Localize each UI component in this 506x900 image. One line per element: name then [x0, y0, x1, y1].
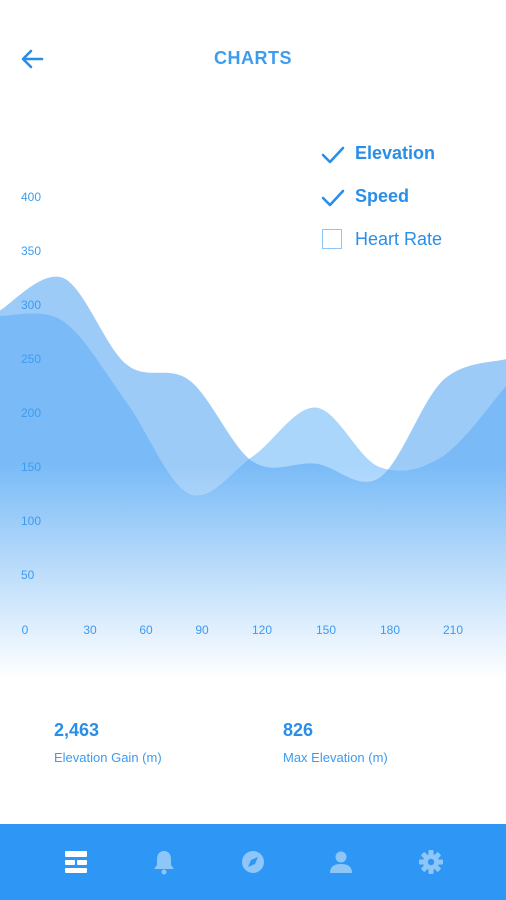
check-icon [321, 146, 345, 164]
user-icon [330, 851, 352, 873]
x-tick-label: 150 [316, 623, 336, 637]
stats-row: 2,463 Elevation Gain (m) 826 Max Elevati… [0, 720, 506, 780]
x-tick-label: 210 [443, 623, 463, 637]
stat-value: 826 [283, 720, 314, 740]
tab-dashboard[interactable] [62, 848, 90, 876]
legend-label: Speed [355, 186, 410, 206]
y-tick-label: 150 [21, 460, 41, 474]
tab-notifications[interactable] [150, 848, 178, 876]
y-tick-label: 400 [21, 190, 41, 204]
tab-explore[interactable] [239, 848, 267, 876]
gear-icon [419, 850, 443, 874]
elevation-speed-chart: 050100150200250300350400 030609012015018… [0, 118, 506, 678]
x-tick-label: 180 [380, 623, 400, 637]
x-tick-label: 30 [83, 623, 97, 637]
legend-item-heart-rate[interactable]: Heart Rate [320, 224, 500, 267]
x-tick-label: 60 [139, 623, 153, 637]
stat-label: Max Elevation (m) [283, 750, 388, 765]
chart-fade [0, 118, 506, 678]
y-tick-label: 300 [21, 298, 41, 312]
x-tick-label: 0 [22, 623, 29, 637]
checkbox-empty[interactable] [322, 229, 342, 249]
y-tick-label: 350 [21, 244, 41, 258]
y-tick-label: 200 [21, 406, 41, 420]
stat-value: 2,463 [54, 720, 100, 740]
area-chart: 050100150200250300350400 030609012015018… [0, 118, 506, 678]
stat-label: Elevation Gain (m) [54, 750, 162, 765]
arrow-left-icon [21, 49, 44, 69]
chart-legend: Elevation Speed Heart Rate [320, 138, 500, 267]
y-tick-label: 250 [21, 352, 41, 366]
stat-elevation-gain: 2,463 Elevation Gain (m) [54, 720, 162, 765]
legend-item-speed[interactable]: Speed [320, 181, 500, 224]
legend-label: Elevation [355, 143, 436, 163]
legend-label: Heart Rate [355, 229, 443, 249]
legend-item-elevation[interactable]: Elevation [320, 138, 500, 181]
x-tick-label: 120 [252, 623, 272, 637]
check-icon [321, 189, 345, 207]
y-tick-label: 100 [21, 514, 41, 528]
back-button[interactable] [16, 44, 48, 76]
dashboard-icon [65, 851, 87, 873]
stat-max-elevation: 826 Max Elevation (m) [283, 720, 388, 765]
bell-icon [154, 851, 174, 875]
header: CHARTS [0, 0, 506, 118]
bottom-tab-bar [0, 824, 506, 900]
tab-profile[interactable] [327, 848, 355, 876]
x-tick-label: 90 [195, 623, 209, 637]
page-title: CHARTS [214, 48, 292, 68]
tab-settings[interactable] [417, 848, 445, 876]
compass-icon [242, 851, 264, 873]
y-tick-label: 50 [21, 568, 35, 582]
